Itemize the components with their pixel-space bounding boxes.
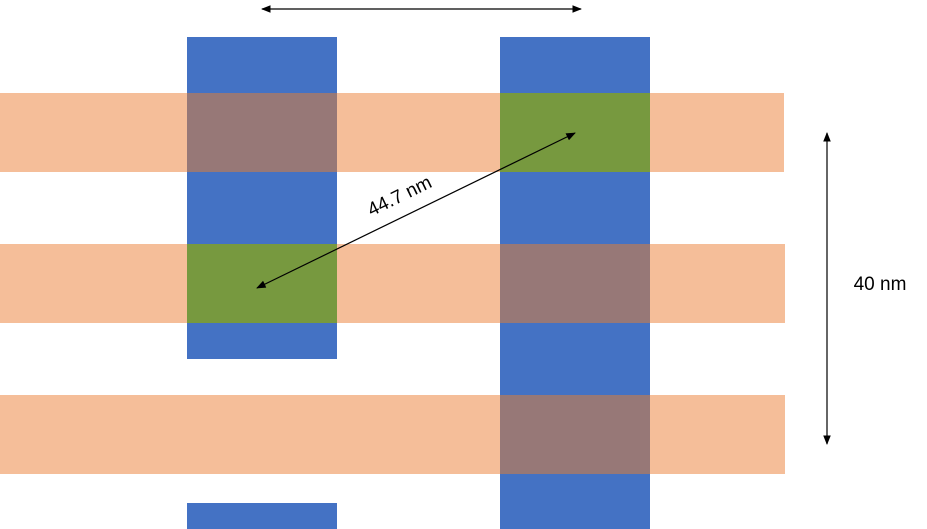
band [0,395,785,474]
horizontal-bands [0,93,785,474]
band [0,244,785,323]
arrows [256,5,831,445]
arrow [256,132,576,289]
vertical-label: 40 nm [854,274,907,295]
column [187,503,337,529]
diagonal-label: 44.7 nm [364,172,435,221]
overlap-highlight [500,93,650,172]
overlap-highlight [187,244,337,323]
overlap [500,395,650,474]
band [0,93,784,172]
overlap [187,93,337,172]
overlap [500,244,650,323]
